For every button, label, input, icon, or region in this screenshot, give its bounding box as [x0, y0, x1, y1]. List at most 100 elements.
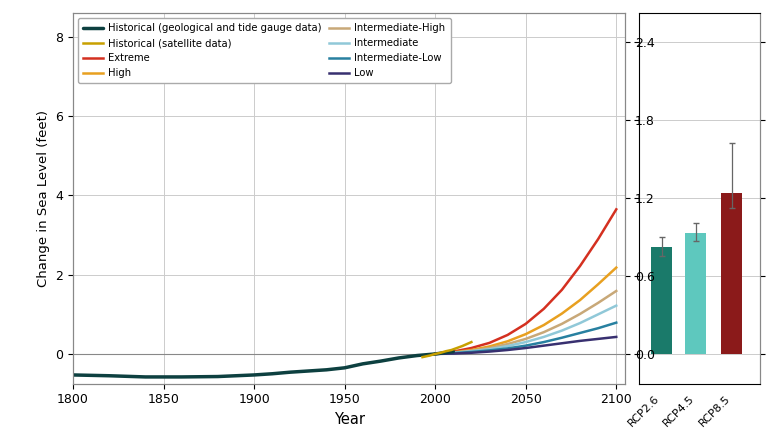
High	[503, 339, 512, 344]
Intermediate-High	[575, 311, 584, 317]
Line: Historical (geological and tide gauge data): Historical (geological and tide gauge da…	[73, 351, 453, 377]
Extreme	[449, 349, 458, 354]
Intermediate-High	[611, 288, 621, 294]
High	[467, 348, 476, 353]
Low	[521, 345, 531, 351]
Low	[485, 349, 494, 354]
High	[521, 332, 531, 337]
Extreme	[485, 340, 494, 345]
Intermediate-Low	[449, 351, 458, 356]
Legend: Historical (geological and tide gauge data), Historical (satellite data), Extrem: Historical (geological and tide gauge da…	[78, 18, 451, 83]
Line: Extreme: Extreme	[435, 209, 616, 354]
Intermediate	[521, 340, 531, 345]
Intermediate-High	[503, 341, 512, 347]
Historical (geological and tide gauge data)	[141, 374, 150, 380]
Y-axis label: Change in Sea Level (feet): Change in Sea Level (feet)	[37, 110, 50, 287]
Historical (satellite data)	[436, 350, 445, 355]
Historical (satellite data)	[467, 340, 476, 345]
Line: Intermediate: Intermediate	[435, 306, 616, 354]
Intermediate-High	[431, 351, 440, 357]
Bar	[721, 193, 743, 354]
Line: Intermediate-High: Intermediate-High	[435, 291, 616, 354]
Historical (satellite data)	[418, 355, 427, 360]
High	[485, 344, 494, 349]
Low	[503, 348, 512, 353]
Intermediate-Low	[539, 340, 548, 345]
Intermediate-High	[521, 336, 531, 341]
Intermediate-Low	[558, 335, 567, 340]
Historical (geological and tide gauge data)	[250, 372, 259, 377]
Intermediate	[594, 312, 603, 317]
Intermediate-Low	[485, 348, 494, 353]
Bar	[651, 247, 672, 354]
High	[611, 265, 621, 270]
Intermediate	[485, 347, 494, 352]
Low	[558, 340, 567, 346]
High	[594, 282, 603, 287]
Intermediate-High	[449, 350, 458, 355]
Intermediate	[611, 303, 621, 308]
Historical (geological and tide gauge data)	[177, 374, 186, 380]
Historical (geological and tide gauge data)	[340, 365, 349, 370]
Historical (satellite data)	[425, 353, 435, 358]
High	[449, 350, 458, 355]
Extreme	[467, 345, 476, 351]
X-axis label: Year: Year	[333, 412, 365, 427]
Extreme	[521, 321, 531, 326]
Historical (geological and tide gauge data)	[267, 371, 276, 377]
Line: High: High	[435, 268, 616, 354]
High	[558, 311, 567, 316]
Low	[611, 334, 621, 340]
Line: Intermediate-Low: Intermediate-Low	[435, 323, 616, 354]
Historical (geological and tide gauge data)	[412, 353, 422, 358]
Historical (geological and tide gauge data)	[449, 349, 458, 354]
Low	[539, 343, 548, 348]
High	[431, 351, 440, 357]
Historical (satellite data)	[458, 344, 467, 349]
High	[539, 322, 548, 328]
Extreme	[539, 306, 548, 311]
Historical (geological and tide gauge data)	[376, 359, 386, 364]
Intermediate	[449, 350, 458, 355]
Intermediate	[467, 348, 476, 354]
Historical (geological and tide gauge data)	[431, 351, 440, 357]
Intermediate-Low	[594, 325, 603, 331]
Intermediate-Low	[467, 349, 476, 355]
Intermediate-Low	[521, 343, 531, 348]
Low	[594, 336, 603, 341]
High	[575, 297, 584, 303]
Intermediate-Low	[431, 351, 440, 357]
Historical (satellite data)	[447, 348, 456, 353]
Historical (satellite data)	[442, 348, 451, 354]
Intermediate-High	[594, 300, 603, 306]
Historical (geological and tide gauge data)	[394, 355, 403, 361]
Historical (satellite data)	[452, 345, 462, 351]
Historical (satellite data)	[463, 341, 472, 346]
Intermediate	[575, 321, 584, 326]
Extreme	[594, 236, 603, 242]
Historical (geological and tide gauge data)	[214, 374, 223, 379]
Low	[467, 350, 476, 355]
Intermediate	[503, 344, 512, 349]
Intermediate-High	[539, 329, 548, 335]
Low	[431, 351, 440, 357]
Historical (geological and tide gauge data)	[358, 361, 367, 366]
Historical (geological and tide gauge data)	[322, 367, 331, 373]
Historical (satellite data)	[431, 351, 440, 357]
Bar	[685, 233, 707, 354]
Intermediate-Low	[611, 320, 621, 325]
Extreme	[503, 332, 512, 337]
Intermediate-High	[467, 348, 476, 353]
Intermediate	[558, 328, 567, 333]
Historical (geological and tide gauge data)	[68, 372, 78, 377]
Intermediate-Low	[575, 330, 584, 336]
Extreme	[575, 263, 584, 269]
Intermediate-High	[558, 321, 567, 326]
Low	[575, 338, 584, 344]
Extreme	[431, 351, 440, 357]
Intermediate-High	[485, 345, 494, 351]
Intermediate	[431, 351, 440, 357]
Historical (geological and tide gauge data)	[439, 350, 449, 355]
Intermediate-Low	[503, 346, 512, 351]
Historical (geological and tide gauge data)	[304, 368, 313, 374]
